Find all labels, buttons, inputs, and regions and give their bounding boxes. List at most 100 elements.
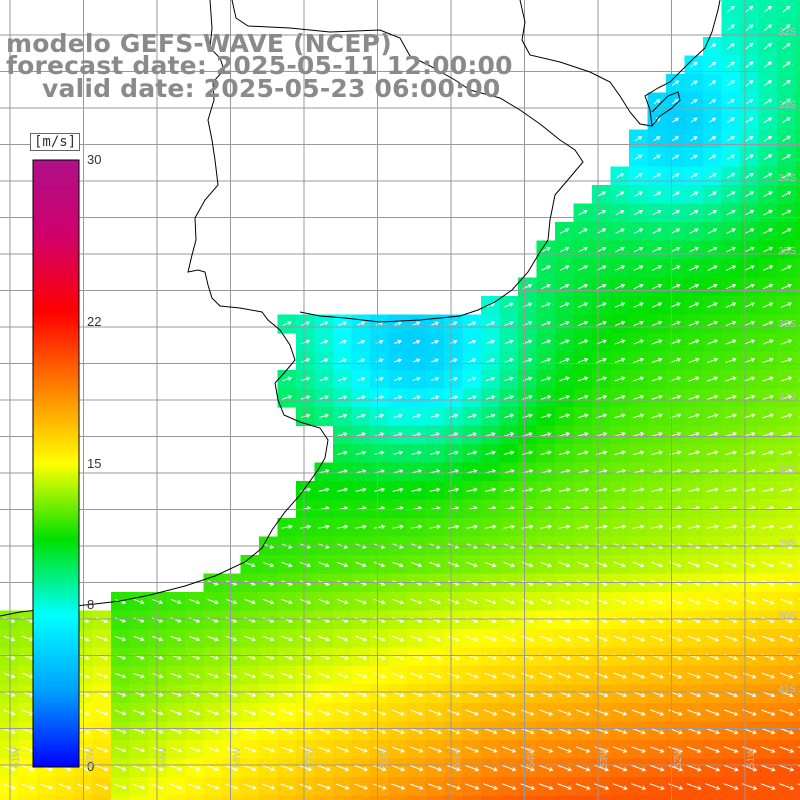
longitude-label: 57W	[305, 747, 316, 768]
wind-arrow	[632, 617, 646, 624]
wind-arrow	[337, 432, 348, 437]
wind-arrow	[743, 413, 756, 419]
wind-arrow	[688, 320, 700, 327]
wind-arrow	[410, 672, 424, 679]
wind-arrow	[652, 209, 662, 216]
wind-arrow	[762, 246, 774, 253]
wind-arrow	[708, 43, 717, 50]
title-model: modelo GEFS-WAVE (NCEP)	[6, 29, 392, 58]
wind-arrow	[763, 172, 773, 179]
wind-arrow	[726, 191, 736, 197]
wind-arrow	[538, 746, 554, 753]
wind-arrow	[761, 598, 775, 605]
wind-arrow	[466, 487, 478, 492]
wind-arrow	[409, 783, 424, 790]
wind-arrow	[338, 321, 347, 326]
wind-arrow	[763, 154, 773, 161]
wind-arrow	[411, 432, 422, 437]
wind-arrow	[724, 524, 738, 529]
wind-arrow	[706, 431, 719, 437]
wind-arrow	[780, 376, 793, 382]
wind-arrow	[688, 302, 700, 308]
wind-arrow	[391, 635, 405, 642]
wind-arrow	[243, 746, 257, 753]
wind-arrow	[319, 395, 329, 400]
longitude-label: 54W	[525, 747, 537, 768]
wind-arrow	[428, 746, 443, 753]
wind-arrow	[761, 672, 776, 679]
wind-arrow	[688, 561, 701, 568]
wind-arrow	[745, 172, 754, 179]
wind-arrow	[725, 450, 738, 456]
wind-arrow	[540, 450, 552, 456]
wind-arrow	[761, 561, 775, 568]
wind-arrow	[540, 487, 553, 492]
wind-arrow	[447, 635, 460, 642]
wind-arrow	[411, 487, 423, 492]
wind-arrow	[779, 672, 794, 679]
wind-arrow	[541, 320, 552, 326]
wind-arrow	[446, 727, 461, 735]
wind-arrow	[594, 764, 609, 772]
wind-arrow	[723, 727, 739, 735]
wind-arrow	[262, 746, 276, 753]
wind-arrow	[762, 431, 775, 437]
wind-arrow	[485, 395, 496, 400]
wind-arrow	[706, 450, 719, 456]
wind-arrow	[225, 617, 238, 623]
wind-arrow	[317, 783, 331, 790]
wind-arrow	[614, 524, 627, 529]
wind-arrow	[631, 764, 647, 772]
wind-cell	[795, 481, 800, 501]
wind-cell	[795, 777, 800, 797]
wind-arrow	[484, 635, 497, 642]
wind-arrow	[613, 709, 628, 716]
wind-arrow	[727, 136, 735, 142]
wind-arrow	[466, 524, 479, 529]
wind-arrow	[299, 709, 312, 716]
wind-arrow	[780, 431, 793, 437]
wind-arrow	[281, 524, 293, 530]
wind-arrow	[762, 339, 774, 345]
wind-arrow	[428, 672, 442, 679]
wind-arrow	[614, 339, 626, 345]
wind-arrow	[764, 5, 772, 13]
wind-arrow	[338, 339, 347, 345]
wind-arrow	[448, 487, 460, 492]
wind-arrow	[356, 395, 366, 400]
colorbar-tick-label: 30	[87, 152, 102, 167]
wind-cell	[370, 795, 390, 800]
wind-arrow	[781, 265, 792, 271]
wind-arrow	[780, 357, 793, 364]
wind-arrow	[743, 561, 756, 568]
latitude-label: 32S	[778, 27, 796, 38]
wind-arrow	[707, 339, 719, 345]
wind-arrow	[724, 598, 738, 605]
wind-arrow	[170, 709, 183, 716]
wind-arrow	[428, 635, 442, 642]
wind-arrow	[375, 395, 385, 400]
wind-arrow	[559, 376, 570, 382]
wind-arrow	[207, 709, 220, 716]
wind-arrow	[689, 228, 699, 234]
wind-arrow	[744, 265, 755, 271]
wind-arrow	[763, 42, 773, 50]
wind-cell	[795, 647, 800, 667]
wind-arrow	[651, 413, 663, 419]
wind-arrow	[206, 783, 220, 790]
wind-arrow	[299, 598, 312, 605]
wind-arrow	[355, 635, 368, 642]
wind-arrow	[779, 727, 794, 735]
wind-arrow	[633, 228, 644, 234]
wind-arrow	[633, 376, 645, 382]
wind-arrow	[633, 302, 644, 308]
wind-arrow	[394, 358, 403, 363]
wind-arrow	[427, 783, 443, 790]
wind-arrow	[431, 321, 440, 326]
wind-arrow	[671, 154, 680, 160]
wind-arrow	[188, 709, 201, 716]
wind-arrow	[705, 672, 720, 679]
wind-cell	[795, 684, 800, 704]
wind-arrow	[114, 709, 127, 716]
wind-arrow	[558, 635, 572, 642]
